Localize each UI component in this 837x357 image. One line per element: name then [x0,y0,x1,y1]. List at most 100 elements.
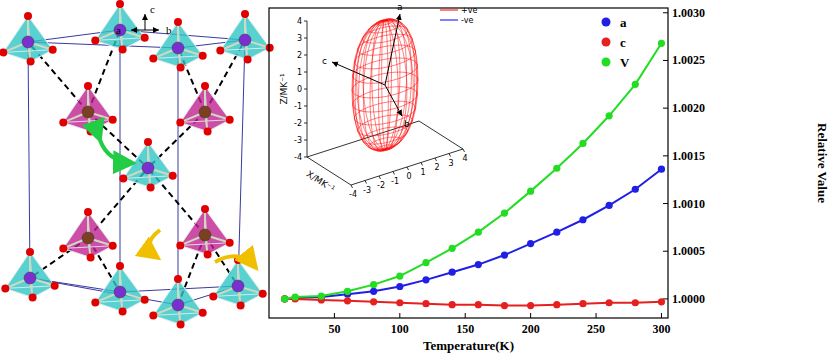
plot-frame [269,8,668,318]
data-point [422,259,429,266]
z-tick-label: 2 [297,51,302,60]
x-tick [351,185,353,188]
oxygen-atom [59,118,67,126]
x-tick-label: 250 [587,322,605,336]
x-tick-label: -3 [363,186,371,195]
data-point [658,40,665,47]
series-line [285,299,662,306]
metal-atom [199,229,211,241]
data-point [658,166,665,173]
data-point [292,294,299,301]
data-point [475,229,482,236]
oxygen-atom [24,12,32,20]
surface-mesh [379,20,386,151]
surface-mesh [352,20,385,150]
data-point [396,283,403,290]
z-tick-label: 3 [297,34,302,43]
z-tick-label: 4 [297,17,302,26]
x-axis-title: X/MK⁻¹ [305,169,337,194]
oxygen-atom [1,284,9,292]
y-tick [663,60,668,61]
data-point [501,251,508,258]
oxygen-atom [199,309,207,317]
compass-arrow [145,14,146,30]
x-tick-label: 4 [462,154,467,163]
oxygen-atom [259,290,267,298]
axis-label: c [150,3,155,15]
polyhedron [1,248,58,302]
x-tick-label: 300 [652,322,670,336]
floor-edge [307,121,419,157]
axis-label: b [166,24,172,36]
legend-label: -ve [461,16,473,25]
oxygen-atom [147,184,155,192]
crystal-axis-arrow [332,62,385,85]
metal-atom [142,162,154,174]
data-point [553,301,560,308]
surface-mesh [385,20,418,150]
data-point [606,112,613,119]
x-tick-label: 200 [522,322,540,336]
metal-atom [82,232,94,244]
data-group [281,40,665,310]
z-tick [304,89,307,90]
data-point [632,81,639,88]
x-axis-line [351,149,463,185]
surface-mesh [385,19,407,150]
rotation-arrow [149,230,160,258]
data-point [475,301,482,308]
oxygen-atom [84,208,92,216]
legend-line [440,10,458,11]
data-point [422,300,429,307]
surface-mesh [385,20,417,150]
data-point [292,293,299,300]
oxygen-atom [141,34,149,42]
oxygen-atom [244,56,252,64]
surface-mesh [353,20,385,150]
surface-mesh [353,58,418,83]
oxygen-atom [59,244,67,252]
data-point [606,202,613,209]
x-tick-label: 2 [434,163,439,172]
oxygen-atom [199,52,207,60]
polyhedron [149,275,206,329]
data-point [527,240,534,247]
surface-mesh [372,20,385,150]
surface-mesh [385,19,392,150]
y-tick-label: 1.0000 [672,292,705,306]
oxygen-atom [119,308,127,316]
metal-atom [114,286,126,298]
oxygen-atom [201,205,209,213]
x-tick [465,313,466,318]
x-tick [530,313,531,318]
data-point [370,298,377,305]
z-tick [304,72,307,73]
x-tick [449,154,451,157]
floor-edge [419,121,463,149]
x-tick-label: -2 [377,181,385,190]
legend-label: a [620,15,627,30]
compass-arrow [145,30,159,31]
oxygen-atom [266,44,274,52]
axis-label: a [116,24,121,36]
data-point [370,288,377,295]
crystal-structure: c a b [0,0,274,329]
x-tick-label: -1 [391,177,399,186]
oxygen-atom [209,292,217,300]
x-tick [379,176,381,179]
x-tick [393,172,395,175]
y-axis-title: Relative Value [815,123,830,203]
x-tick [334,313,335,318]
metal-atom [82,106,94,118]
metal-atom [22,36,34,48]
z-tick [304,38,307,39]
oxygen-atom [116,262,124,270]
x-tick-label: 0 [406,172,411,181]
x-tick [399,313,400,318]
z-tick [304,123,307,124]
metal-atom [232,280,244,292]
compass-arrow [131,30,145,31]
metal-atom [172,299,184,311]
data-point [501,302,508,309]
rotation-arrow [100,140,133,163]
